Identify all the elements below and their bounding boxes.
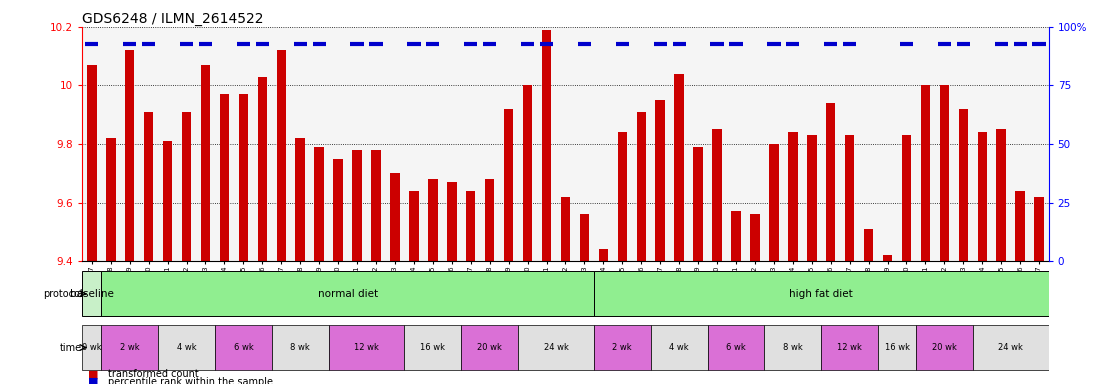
Bar <box>864 229 873 261</box>
Bar <box>87 65 97 261</box>
Text: 8 wk: 8 wk <box>783 343 803 352</box>
Bar <box>973 325 1049 370</box>
Bar <box>921 86 930 261</box>
Bar <box>334 159 343 261</box>
Text: ■: ■ <box>88 369 99 379</box>
Bar <box>883 255 893 261</box>
Bar <box>466 191 475 261</box>
Bar <box>182 112 191 261</box>
Bar <box>845 135 854 261</box>
Bar <box>594 325 651 370</box>
Bar <box>713 129 721 261</box>
Bar <box>693 147 703 261</box>
Text: 8 wk: 8 wk <box>290 343 310 352</box>
Bar <box>328 325 404 370</box>
Bar <box>594 271 1049 316</box>
Bar <box>201 65 210 261</box>
Bar <box>561 197 570 261</box>
Text: 24 wk: 24 wk <box>544 343 569 352</box>
Bar <box>580 214 590 261</box>
Bar <box>878 325 916 370</box>
Bar <box>410 191 418 261</box>
Bar <box>82 271 101 316</box>
Bar <box>390 173 400 261</box>
Bar <box>788 132 797 261</box>
Bar <box>997 129 1006 261</box>
Bar <box>163 141 172 261</box>
Bar <box>220 94 229 261</box>
Text: baseline: baseline <box>70 289 114 299</box>
Bar <box>541 30 551 261</box>
Text: 20 wk: 20 wk <box>478 343 502 352</box>
Bar <box>485 179 494 261</box>
Bar <box>125 50 134 261</box>
Text: protocol: protocol <box>43 289 82 299</box>
Bar <box>1016 191 1024 261</box>
Bar <box>901 135 911 261</box>
Bar <box>82 325 101 370</box>
Bar <box>826 103 836 261</box>
Text: 6 wk: 6 wk <box>234 343 254 352</box>
Text: high fat diet: high fat diet <box>789 289 853 299</box>
Text: ■: ■ <box>88 377 99 384</box>
Bar <box>977 132 987 261</box>
Text: GDS6248 / ILMN_2614522: GDS6248 / ILMN_2614522 <box>82 12 264 26</box>
Bar <box>158 325 215 370</box>
Text: 4 wk: 4 wk <box>177 343 197 352</box>
Bar <box>504 109 514 261</box>
Bar <box>101 271 594 316</box>
Bar <box>523 86 533 261</box>
Text: time: time <box>60 343 82 353</box>
Bar <box>1034 197 1044 261</box>
Bar <box>238 94 248 261</box>
Bar <box>404 325 461 370</box>
Bar <box>314 147 324 261</box>
Text: 2 wk: 2 wk <box>613 343 632 352</box>
Bar <box>656 100 665 261</box>
Bar <box>617 132 627 261</box>
Bar <box>518 325 594 370</box>
Text: 4 wk: 4 wk <box>670 343 688 352</box>
Bar <box>821 325 878 370</box>
Text: 20 wk: 20 wk <box>932 343 956 352</box>
Bar <box>750 214 760 261</box>
Bar <box>598 250 608 261</box>
Bar <box>371 150 381 261</box>
Bar <box>107 138 115 261</box>
Bar <box>144 112 154 261</box>
Bar <box>769 144 778 261</box>
Bar <box>707 325 764 370</box>
Text: normal diet: normal diet <box>317 289 378 299</box>
Bar <box>764 325 821 370</box>
Text: 12 wk: 12 wk <box>837 343 862 352</box>
Bar <box>428 179 438 261</box>
Text: transformed count: transformed count <box>108 369 199 379</box>
Bar <box>272 325 328 370</box>
Bar <box>101 325 158 370</box>
Bar <box>637 112 646 261</box>
Text: percentile rank within the sample: percentile rank within the sample <box>108 377 272 384</box>
Bar <box>959 109 968 261</box>
Bar <box>295 138 305 261</box>
Text: 12 wk: 12 wk <box>354 343 379 352</box>
Bar <box>447 182 457 261</box>
Text: 2 wk: 2 wk <box>120 343 139 352</box>
Text: 16 wk: 16 wk <box>421 343 446 352</box>
Text: 6 wk: 6 wk <box>726 343 746 352</box>
Bar <box>916 325 973 370</box>
Bar <box>940 86 949 261</box>
Text: 16 wk: 16 wk <box>885 343 909 352</box>
Text: 0 wk: 0 wk <box>82 343 102 352</box>
Bar <box>352 150 362 261</box>
Bar <box>258 77 267 261</box>
Bar <box>651 325 707 370</box>
Bar <box>674 74 684 261</box>
Bar <box>215 325 272 370</box>
Bar <box>277 50 285 261</box>
Text: 24 wk: 24 wk <box>998 343 1023 352</box>
Bar <box>731 211 741 261</box>
Bar <box>807 135 817 261</box>
Bar <box>461 325 518 370</box>
